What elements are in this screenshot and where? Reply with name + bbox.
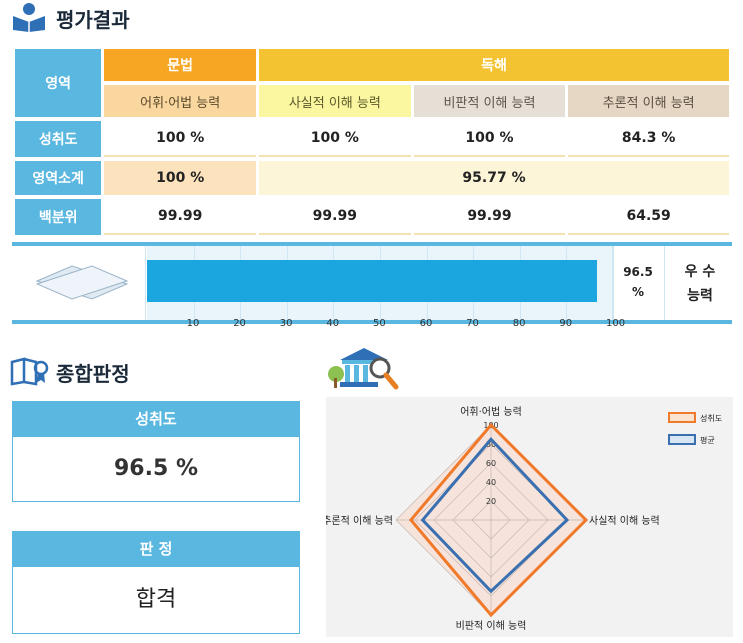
score-bar-track — [147, 246, 614, 320]
score-table: 영역 문법 독해 어휘·어법 능력 사실적 이해 능력 비판적 이해 능력 추론… — [12, 45, 732, 239]
bar-tick-label: 100 — [606, 318, 626, 329]
legend-swatch — [668, 434, 696, 445]
subtotal-reading: 95.77 % — [259, 161, 729, 195]
achievement-critical: 100 % — [413, 121, 566, 157]
score-bar-value: 96.5% — [623, 265, 653, 299]
bar-tick-label: 10 — [186, 318, 200, 329]
group-grammar-header: 문법 — [104, 49, 256, 81]
achievement-panel-body: 96.5 % — [12, 437, 300, 502]
row-label-percentile: 백분위 — [15, 199, 102, 235]
bar-tick-label: 80 — [512, 318, 526, 329]
museum-search-icon — [324, 344, 400, 392]
radar-axis-label: 추론적 이해 능력 — [326, 514, 393, 527]
bar-tick-label: 90 — [559, 318, 573, 329]
radar-tick-label: 80 — [486, 440, 496, 449]
bar-tick-label: 40 — [326, 318, 340, 329]
legend-label: 성취도 — [700, 414, 722, 423]
radar-series-achievement — [408, 422, 589, 618]
judgement-panel-body: 합격 — [12, 567, 300, 634]
legend-swatch — [668, 412, 696, 423]
score-bar-section: 96.5% 우 수 능력 — [12, 242, 732, 324]
judgement-value: 합격 — [135, 587, 177, 612]
achievement-inferential: 84.3 % — [568, 121, 729, 157]
bar-tick-label: 50 — [373, 318, 386, 329]
sub-header-inferential: 추론적 이해 능력 — [568, 85, 729, 117]
radar-series-average — [420, 436, 570, 594]
subtotal-grammar: 100 % — [104, 161, 256, 195]
radar-tick-label: 20 — [486, 497, 496, 506]
sub-header-vocab: 어휘·어법 능력 — [104, 85, 256, 117]
row-label-subtotal: 영역소계 — [15, 161, 102, 195]
achievement-vocab: 100 % — [104, 121, 256, 157]
book-reader-icon — [10, 2, 48, 32]
percentile-critical: 99.99 — [413, 199, 566, 235]
bar-tick-label: 30 — [279, 318, 293, 329]
award-book-icon — [10, 356, 50, 386]
radar-axis-label: 어휘·어법 능력 — [460, 406, 522, 418]
bar-tick-label: 60 — [419, 318, 433, 329]
achievement-panel-header: 성취도 — [12, 401, 300, 437]
radar-chart-panel: 100 80 60 40 20 어휘·어법 능력 사실적 이해 능력 비판적 이해 능력 추론적… — [322, 397, 733, 637]
area-label: 영역 — [15, 49, 102, 117]
achievement-factual: 100 % — [259, 121, 411, 157]
radar-tick-label: 40 — [486, 478, 496, 487]
sub-header-factual: 사실적 이해 능력 — [259, 85, 411, 117]
bar-tick-label: 20 — [233, 318, 246, 329]
judgement-panel-header: 판 정 — [12, 531, 300, 567]
percentile-inferential: 64.59 — [568, 199, 729, 235]
score-bar-fill — [147, 260, 597, 302]
sub-header-critical: 비판적 이해 능력 — [413, 85, 566, 117]
achievement-value: 96.5 % — [114, 456, 198, 481]
radar-axis-label: 사실적 이해 능력 — [589, 514, 660, 527]
cross-decoration-icon — [32, 256, 132, 306]
radar-axis-label: 비판적 이해 능력 — [456, 619, 527, 632]
bar-tick-label: 70 — [466, 318, 479, 329]
percentile-vocab: 99.99 — [104, 199, 256, 235]
page-title: 평가결과 — [56, 8, 130, 32]
summary-title: 종합판정 — [56, 362, 130, 386]
legend-label: 평균 — [700, 435, 715, 445]
group-reading-header: 독해 — [259, 49, 729, 81]
grade-label: 우 수 능력 — [684, 264, 716, 304]
radar-tick-label: 60 — [486, 459, 496, 468]
percentile-factual: 99.99 — [259, 199, 411, 235]
row-label-achievement: 성취도 — [15, 121, 102, 157]
